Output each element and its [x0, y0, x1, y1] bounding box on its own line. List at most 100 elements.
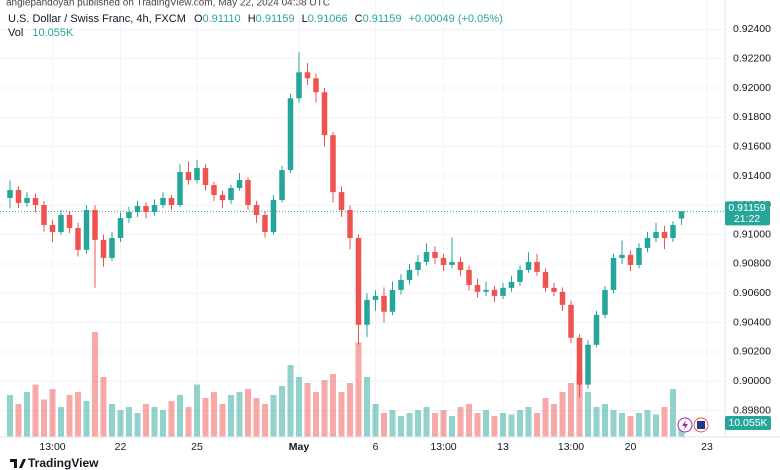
volume-bar — [585, 392, 591, 437]
title: U.S. Dollar / Swiss Franc, 4h, FXCM — [8, 13, 186, 25]
volume-bar — [619, 413, 625, 437]
candle-body — [355, 238, 362, 325]
volume-bar — [313, 392, 319, 437]
volume-bar — [15, 404, 22, 437]
volume-bar — [41, 399, 47, 437]
candle-body — [440, 257, 447, 265]
candle-body — [32, 197, 39, 206]
candle-body — [398, 279, 404, 290]
volume-bar — [262, 404, 268, 437]
candle-body — [211, 185, 217, 196]
volume-bar — [92, 332, 98, 437]
volume-bar — [151, 407, 158, 437]
volume-bar — [279, 386, 285, 437]
volume-bar — [432, 413, 438, 437]
candle-body — [568, 304, 574, 338]
volume-bar — [100, 377, 107, 437]
x-tick-label: May — [289, 441, 310, 453]
volume-bar — [636, 413, 642, 437]
volume-bar — [185, 407, 192, 437]
volume-badge — [725, 416, 771, 430]
volume-bar — [364, 377, 370, 437]
candle-body — [585, 344, 591, 385]
candle-body — [653, 231, 659, 239]
candle-body — [126, 212, 132, 219]
candle-body — [296, 72, 302, 99]
candle-body — [619, 254, 625, 258]
countdown: 21:22 — [734, 213, 760, 225]
candle-body — [92, 209, 98, 240]
volume-bar — [627, 416, 634, 437]
y-tick-label: 0.92200 — [733, 52, 771, 64]
y-tick-label: 0.89800 — [733, 404, 771, 416]
candle-body — [534, 261, 540, 272]
brand-logo — [10, 459, 26, 468]
volume-bar — [457, 407, 464, 437]
volume-bar — [551, 404, 557, 437]
x-tick-label: 13:00 — [558, 441, 584, 453]
legend: U.S. Dollar / Swiss Franc, 4h, FXCM O 0.9… — [8, 13, 503, 25]
candle-body — [177, 172, 183, 206]
volume-bar — [321, 380, 328, 437]
volume-bar — [576, 372, 583, 437]
candle-body — [610, 257, 617, 290]
candle-body — [389, 289, 396, 312]
price-badge-value: 0.91159 — [728, 202, 765, 214]
candle-body — [627, 254, 634, 265]
legend-value: 0.91159 — [256, 13, 295, 25]
candle-body — [279, 170, 285, 201]
candle-body — [372, 295, 379, 300]
candle-body — [75, 228, 81, 250]
x-tick-label: 6 — [373, 441, 379, 453]
candle-body — [228, 187, 234, 201]
volume-bar — [219, 404, 226, 437]
candle-body — [66, 214, 73, 229]
volume-bar — [644, 410, 651, 437]
candle-body — [245, 180, 251, 206]
volume-bar — [109, 404, 115, 437]
candle-body — [41, 205, 47, 225]
candle-body — [576, 337, 583, 385]
volume-bar — [440, 410, 447, 437]
volume-bar — [517, 410, 523, 437]
candle-body — [559, 291, 566, 305]
volume-bar — [168, 401, 175, 437]
volume-bar — [126, 407, 132, 437]
candle-body — [160, 197, 166, 206]
candle-body — [151, 205, 158, 213]
volume-bar — [236, 392, 243, 437]
volume-bar — [466, 404, 472, 437]
volume-bar — [423, 407, 430, 437]
candle-body — [415, 261, 421, 270]
volume-bar — [406, 413, 413, 437]
attribution: anglepandoyan published on TradingView.c… — [6, 0, 330, 9]
volume-bar — [500, 413, 506, 437]
candle-body — [24, 197, 30, 203]
volume-bar — [610, 410, 617, 437]
volume-bar — [347, 383, 353, 437]
y-tick-label: 0.91400 — [733, 170, 771, 182]
candle-body — [83, 209, 90, 250]
volume-bar — [542, 398, 549, 437]
volume-legend: Vol 10.055K — [8, 27, 74, 39]
y-tick-label: 0.90800 — [733, 258, 771, 270]
legend-value: 0.91159 — [363, 13, 402, 25]
volume-bar — [491, 416, 498, 437]
candle-body — [168, 197, 175, 206]
legend-change: +0.00049 (+0.05%) — [409, 13, 503, 25]
legend-key: O — [194, 13, 203, 25]
volume-bar — [287, 365, 294, 437]
candle-body — [602, 289, 608, 315]
x-tick-label: 22 — [115, 441, 127, 453]
volume-bar — [160, 410, 166, 437]
volume-bar — [177, 395, 183, 437]
legend-key: L — [302, 13, 308, 25]
candle-body — [347, 209, 353, 239]
y-tick-label: 0.90400 — [733, 316, 771, 328]
volume-bar — [372, 404, 379, 437]
volume-bar — [338, 392, 345, 437]
candle-body — [185, 172, 192, 181]
volume-bar — [483, 410, 489, 437]
candle-body — [236, 180, 243, 188]
